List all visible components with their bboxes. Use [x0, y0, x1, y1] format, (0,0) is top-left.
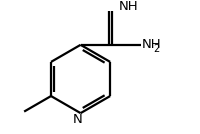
Text: NH: NH — [142, 38, 162, 51]
Text: N: N — [73, 113, 82, 126]
Text: 2: 2 — [153, 44, 159, 54]
Text: NH: NH — [119, 0, 138, 13]
